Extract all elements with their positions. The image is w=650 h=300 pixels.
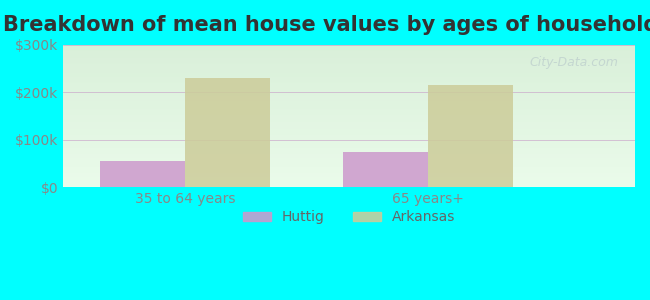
Bar: [99, 161, 185, 187]
Text: City-Data.com: City-Data.com: [529, 56, 618, 69]
Title: Breakdown of mean house values by ages of householders: Breakdown of mean house values by ages o…: [3, 15, 650, 35]
Bar: [343, 152, 428, 187]
Bar: [185, 78, 270, 187]
Bar: [428, 85, 514, 187]
Legend: Huttig, Arkansas: Huttig, Arkansas: [238, 205, 461, 230]
